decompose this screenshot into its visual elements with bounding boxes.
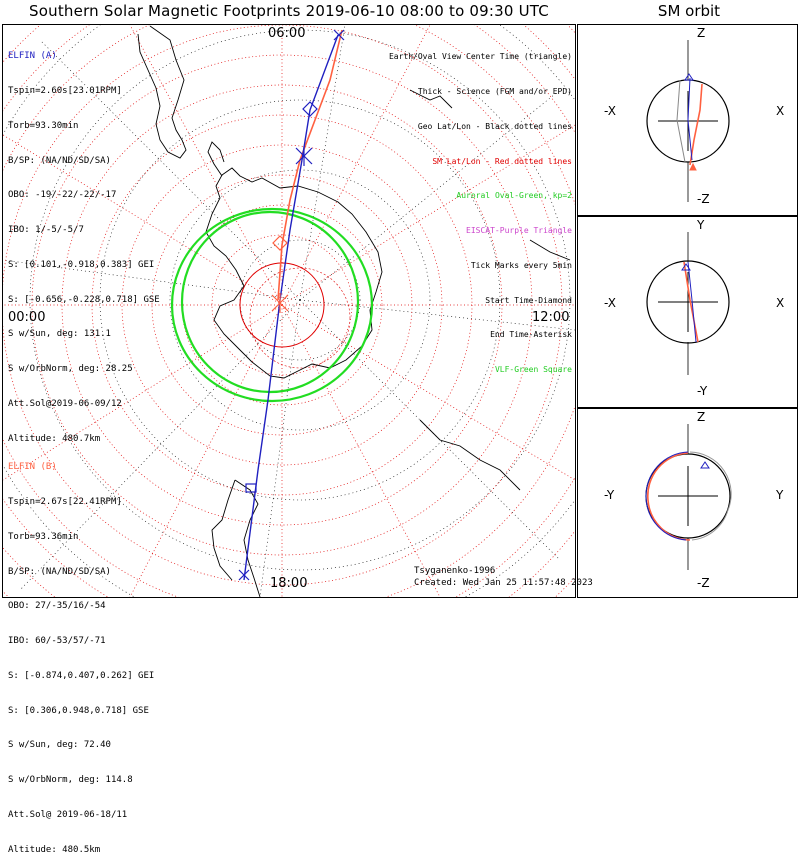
orbit-xz-right-label: X xyxy=(776,104,785,118)
orbit-xy-right-label: X xyxy=(776,296,785,310)
elfin-b-line: Att.Sol@ 2019-06-18/11 xyxy=(8,810,128,820)
elfin-a-top-asterisk xyxy=(333,29,345,41)
elfin-a-line: B/SP: (NA/ND/SD/SA) xyxy=(8,155,111,166)
legend-entry: End Time-Asterisk xyxy=(490,330,572,340)
elfin-a-line: S: [-0.656,-0.228,0.718] GSE xyxy=(8,294,160,305)
created-label: Created: Wed Jan 25 11:57:48 2023 xyxy=(414,578,593,588)
elfin-a-line: S: [0.101,-0.918,0.383] GEI xyxy=(8,259,155,270)
elfin-b-line: Torb=93.36min xyxy=(8,531,79,542)
orbit-yz-right-label: Y xyxy=(776,488,784,502)
elfin-a-track xyxy=(243,34,339,581)
elfin-b-line: S: [0.306,0.948,0.718] GSE xyxy=(8,705,149,716)
orbit-panel-xy-frame xyxy=(577,216,798,408)
legend-entry: Auroral Oval-Green, kp=2 xyxy=(456,191,572,201)
orbit-xy-left-label: -X xyxy=(604,296,616,310)
elfin-a-line: Tspin=2.60s[23.01RPM] xyxy=(8,85,122,96)
orbit-yz-top-label: Z xyxy=(697,410,706,424)
elfin-a-line: IBO: 1/-5/-5/7 xyxy=(8,225,84,236)
elfin-a-line: S w/Sun, deg: 131.1 xyxy=(8,329,111,340)
legend-entry: SM Lat/Lon - Red dotted lines xyxy=(432,156,572,166)
sm-polar-circle xyxy=(249,267,351,369)
map-frame xyxy=(2,24,576,598)
time-label-bottom: 18:00 xyxy=(270,576,308,591)
elfin-b-line: S w/Sun, deg: 72.40 xyxy=(8,740,111,751)
sm-grid xyxy=(3,25,575,597)
elfin-b-line: Altitude: 480.5km xyxy=(8,844,101,855)
elfin-a-bottom-asterisk xyxy=(238,569,250,581)
elfin-b-line: S w/OrbNorm, deg: 114.8 xyxy=(8,775,133,786)
elfin-b-line: OBO: 27/-35/16/-54 xyxy=(8,601,106,612)
model-label: Tsyganenko-1996 xyxy=(414,566,496,576)
orbit-xz-left-label: -X xyxy=(604,104,616,118)
legend-entry: Earth/Oval View Center Time (triangle) xyxy=(388,52,572,62)
elfin-a-line: OBO: -19/-22/-22/-17 xyxy=(8,190,117,201)
footprint-map xyxy=(3,25,575,597)
orbit-panel-yz xyxy=(645,424,732,570)
elfin-a-block: ELFIN (A) Tspin=2.60s[23.01RPM] Torb=93.… xyxy=(8,28,160,457)
elfin-a-start-diamond xyxy=(302,101,318,117)
legend-entry: EISCAT-Purple Triangle xyxy=(466,226,572,236)
orbit-panel-xz xyxy=(646,40,730,202)
elfin-b-line: IBO: 60/-53/57/-71 xyxy=(8,636,106,647)
page-title: Southern Solar Magnetic Footprints 2019-… xyxy=(29,2,549,20)
time-label-top: 06:00 xyxy=(268,26,306,41)
orbit-title: SM orbit xyxy=(657,2,721,20)
orbit-xy-bottom-label: -Y xyxy=(697,384,708,398)
elfin-b-line: Tspin=2.67s[22.41RPM] xyxy=(8,496,122,507)
elfin-b-end-asterisk xyxy=(271,293,289,313)
orbit-xz-bottom-label: -Z xyxy=(697,192,710,206)
orbit-panels xyxy=(645,40,732,570)
orbit-panel-xy xyxy=(646,232,730,375)
elfin-a-line: Torb=93.30min xyxy=(8,120,79,131)
time-label-left: 00:00 xyxy=(8,310,46,325)
orbit-panel-xz-frame xyxy=(577,24,798,216)
sm-inner-circle xyxy=(239,262,325,348)
legend-entry: Geo Lat/Lon - Black dotted lines xyxy=(417,121,572,131)
elfin-b-name: ELFIN (B) xyxy=(8,462,57,473)
track-markers xyxy=(238,29,345,581)
elfin-a-end-asterisk xyxy=(295,146,313,166)
elfin-a-line: Altitude: 480.7km xyxy=(8,433,101,444)
elfin-a-name: ELFIN (A) xyxy=(8,51,57,62)
legend-entry: VLF-Green Square xyxy=(494,365,572,375)
elfin-b-line: B/SP: (NA/ND/SD/SA) xyxy=(8,566,111,577)
legend-entry: Start Time-Diamond xyxy=(485,295,572,305)
orbit-yz-bottom-label: -Z xyxy=(697,576,710,590)
orbit-panel-yz-frame xyxy=(577,408,798,598)
legend-entry: Tick Marks every 5min xyxy=(470,260,572,270)
elfin-b-start-diamond xyxy=(272,235,288,251)
time-label-right: 12:00 xyxy=(532,310,570,325)
legend: Earth/Oval View Center Time (triangle) T… xyxy=(389,28,572,387)
orbit-xy-top-label: Y xyxy=(697,218,705,232)
elfin-a-line: Att.Sol@2019-06-09/12 xyxy=(8,399,122,409)
orbit-xz-top-label: Z xyxy=(697,26,706,40)
elfin-a-line: S w/OrbNorm, deg: 28.25 xyxy=(8,364,133,375)
orbit-yz-left-label: -Y xyxy=(604,488,615,502)
elfin-b-line: S: [-0.874,0.407,0.262] GEI xyxy=(8,670,155,681)
legend-entry: Thick - Science (FGM and/or EPD) xyxy=(417,86,572,96)
elfin-a-box xyxy=(245,483,257,493)
auroral-oval xyxy=(170,207,374,403)
